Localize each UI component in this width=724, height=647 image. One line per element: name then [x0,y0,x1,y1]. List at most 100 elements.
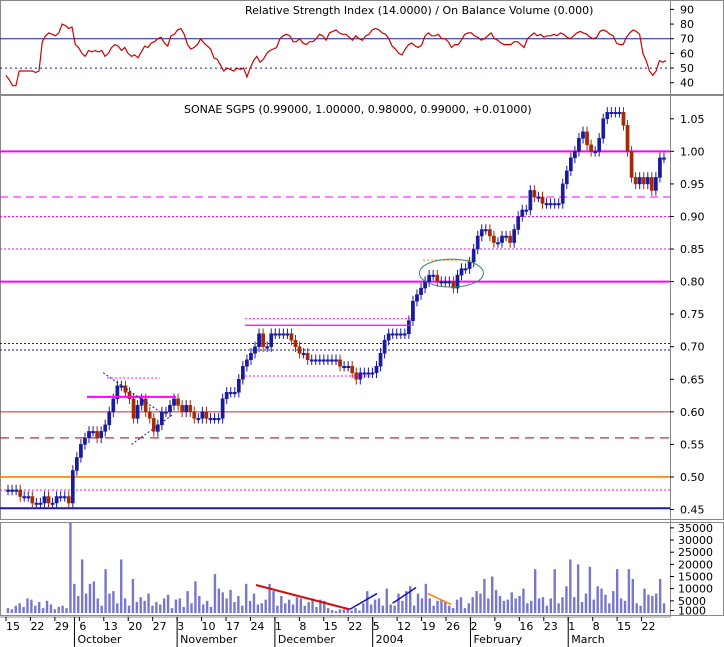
price-candle [492,230,496,248]
price-candle [160,406,164,431]
candle-body [224,392,229,400]
price-candle [342,361,346,372]
candle-body [70,470,75,504]
volume-bar [284,603,287,613]
price-candle [91,426,95,437]
price-candle [382,335,387,359]
volume-bar [377,598,381,613]
price-candle [350,361,355,378]
volume-bar [178,598,181,613]
volume-bar [80,559,84,613]
price-candle [46,491,51,509]
volume-trend-line-red [255,584,350,611]
candle-body [528,190,533,211]
candle-body [370,372,375,375]
volume-bar [491,576,494,613]
x-tick-label: 22 [642,620,656,633]
volume-bar [600,588,603,613]
candle-body [386,333,391,341]
volume-trend-line-blue-1 [349,592,378,611]
candle-body [374,366,379,374]
candle-body [548,203,553,206]
candle-body [467,261,472,269]
candle-body [593,151,597,154]
price-candle [500,230,504,248]
candle-body [342,366,346,369]
candle-body [313,359,318,362]
volume-bar [170,608,174,613]
price-candle [637,172,642,190]
candle-body [479,229,484,237]
candle-body [573,151,577,159]
price-candle [10,484,14,496]
price-tick-label: 1.05 [680,113,705,126]
volume-tick-label: 30000 [678,534,713,547]
volume-bar [84,593,88,613]
x-tick-label: 12 [397,620,411,633]
candle-body [382,339,387,354]
volume-bar [45,600,49,613]
volume-bar [615,569,619,613]
price-candle [597,133,602,157]
candle-body [419,287,423,295]
volume-bar [561,597,564,613]
candle-body [605,112,610,120]
candle-body [168,405,172,413]
volume-bar [483,578,486,613]
volume-bar [229,589,232,613]
price-candle [532,185,537,203]
price-candle [496,237,500,248]
candle-body [597,138,602,152]
price-candle [419,282,423,300]
volume-bar [545,605,549,613]
price-candle [184,400,189,418]
x-tick-label: 10 [202,620,216,633]
price-candle [147,406,152,424]
candle-body [649,177,654,191]
volume-bar [112,591,115,613]
volume-bar [397,593,400,613]
price-candle [38,497,43,509]
price-tick-label: 0.80 [680,276,705,289]
candle-body [411,300,415,321]
candle-body [326,359,330,362]
candle-body [637,177,642,185]
volume-bar [248,600,252,613]
month-label: March [571,633,605,646]
price-candle [285,328,290,339]
candle-body [483,229,488,232]
candle-body [249,352,253,360]
volume-bar [612,591,615,613]
candle-body [119,385,124,388]
price-candle [617,107,622,118]
volume-bar [338,609,342,613]
triangle-upper-line [102,372,161,413]
volume-bar [143,600,146,613]
candle-body [564,170,569,185]
candle-body [516,216,521,230]
price-candle [613,107,618,118]
candle-body [362,372,367,375]
candle-body [293,339,298,347]
candle-body [42,496,47,504]
candle-body [350,366,355,374]
candle-body [34,502,39,505]
volume-bar [385,588,388,613]
price-candle [540,191,545,209]
volume-bar [256,604,260,613]
volume-bar [506,599,510,613]
candle-body [269,333,274,347]
volume-bar [498,595,502,613]
candle-body [508,235,512,243]
volume-bar [209,606,213,613]
volume-bar [221,592,224,613]
candle-body [139,398,144,406]
price-candle [548,198,553,209]
price-candle [415,289,419,307]
candle-body [585,131,589,146]
price-candle [601,113,606,144]
volume-bar [440,599,443,613]
candle-body [277,333,282,336]
